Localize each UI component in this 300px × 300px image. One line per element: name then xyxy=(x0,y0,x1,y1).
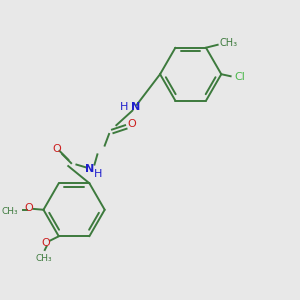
Text: N: N xyxy=(85,164,94,174)
Text: N: N xyxy=(130,102,140,112)
Text: O: O xyxy=(127,119,136,129)
Text: H: H xyxy=(94,169,102,179)
Text: CH₃: CH₃ xyxy=(1,207,18,216)
Text: CH₃: CH₃ xyxy=(219,38,237,48)
Text: H: H xyxy=(120,102,128,112)
Text: CH₃: CH₃ xyxy=(36,254,52,263)
Text: Cl: Cl xyxy=(234,72,245,82)
Text: O: O xyxy=(25,203,33,213)
Text: O: O xyxy=(41,238,50,248)
Text: O: O xyxy=(52,143,61,154)
